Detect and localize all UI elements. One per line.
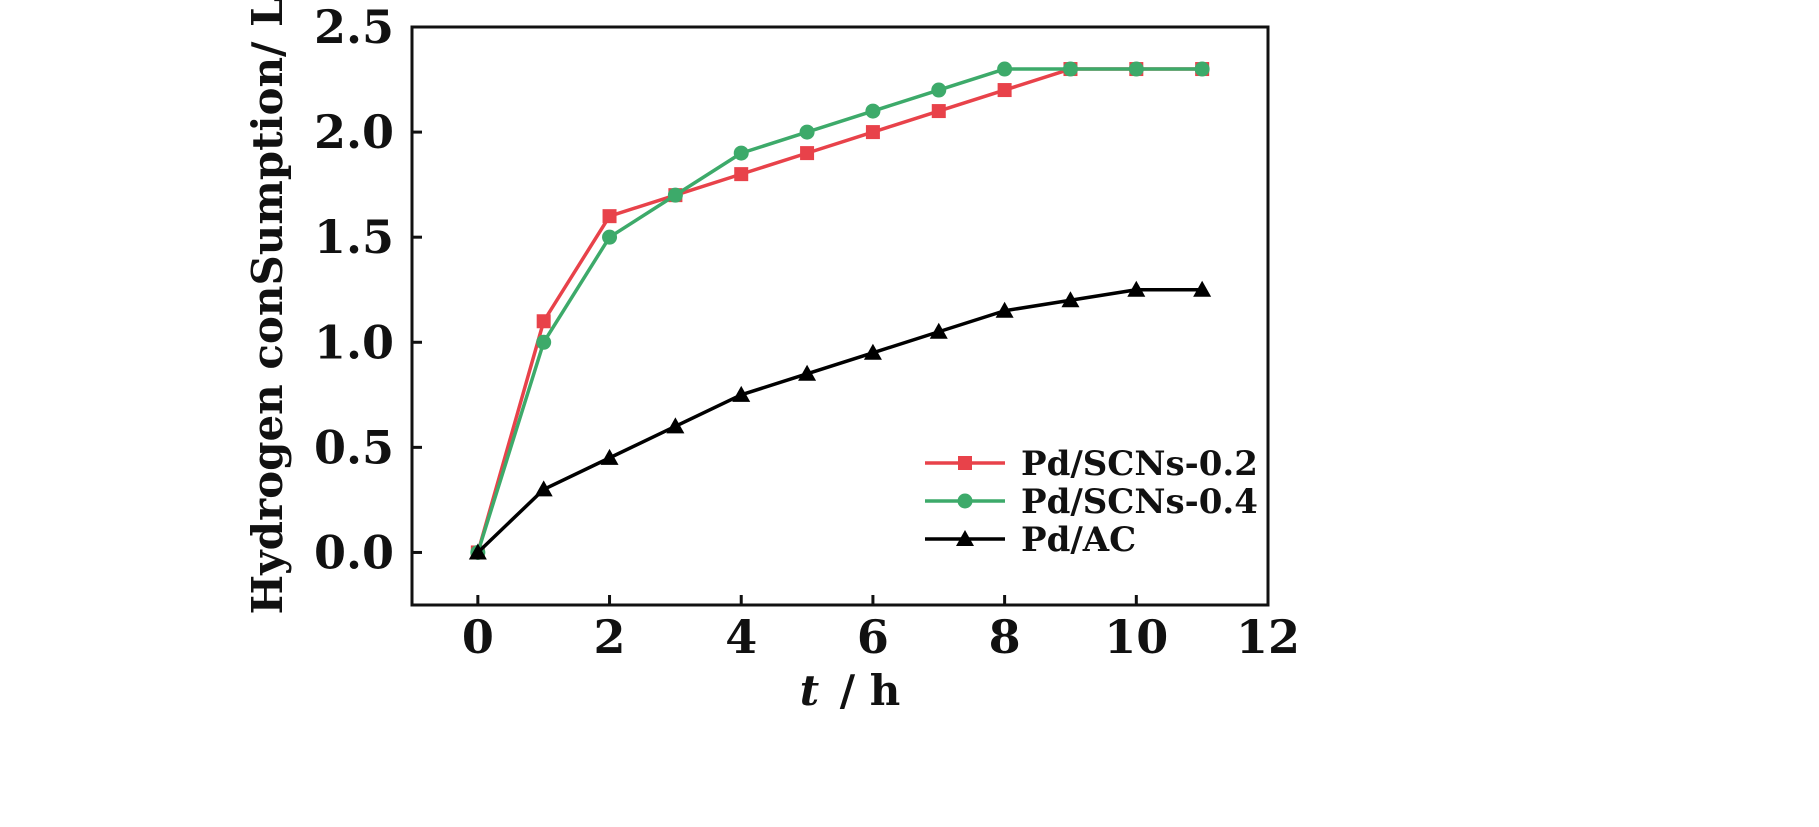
x-tick-label: 8: [989, 610, 1021, 664]
data-point: [534, 480, 553, 497]
data-point: [536, 314, 551, 329]
data-point: [732, 385, 751, 402]
y-tick-label: 0.0: [314, 525, 394, 579]
y-tick-label: 2.5: [314, 0, 394, 54]
data-point: [931, 82, 947, 98]
x-tick-label: 0: [462, 610, 494, 664]
legend: Pd/SCNs-0.2Pd/SCNs-0.4Pd/AC: [925, 444, 1258, 560]
data-point: [798, 364, 817, 381]
data-point: [800, 146, 815, 161]
x-tick-label: 4: [725, 610, 757, 664]
y-tick-label: 2.0: [314, 105, 394, 159]
y-tick-label: 1.0: [314, 315, 394, 369]
x-tick-label: 2: [594, 610, 626, 664]
data-point: [1062, 61, 1078, 77]
data-point: [468, 543, 487, 560]
series-line: [476, 67, 1203, 553]
plot-area: [410, 25, 1270, 607]
legend-marker: [958, 456, 972, 470]
data-point: [997, 83, 1012, 98]
y-axis-title: Hydrogen conSumption/ L: [243, 0, 292, 615]
axis-titles: Hydrogen conSumption/ L t / h: [243, 0, 900, 715]
data-point: [931, 104, 946, 119]
data-point: [602, 229, 618, 245]
data-point: [1127, 280, 1146, 297]
legend-label: Pd/SCNs-0.4: [1021, 482, 1258, 522]
data-point: [863, 343, 882, 360]
legend-entry: Pd/SCNs-0.2: [925, 444, 1258, 484]
plot-frame: [410, 25, 1270, 607]
axes: 0 2 4 6 8 10 12 0.0 0.5 1.0 1.5 2.0 2.5: [314, 0, 1300, 664]
data-point: [929, 322, 948, 339]
series-lines: [468, 61, 1212, 560]
x-axis-title-unit: / h: [840, 666, 901, 715]
data-point: [1193, 280, 1212, 297]
legend-marker: [956, 530, 974, 546]
x-tick-label: 10: [1104, 610, 1168, 664]
data-point: [536, 334, 552, 350]
data-point: [865, 103, 881, 119]
y-tick-label: 1.5: [314, 210, 394, 264]
data-point: [733, 145, 749, 161]
data-point: [865, 125, 880, 140]
x-axis-title: t / h: [800, 666, 901, 715]
data-point: [799, 124, 815, 140]
data-point: [1061, 291, 1080, 308]
data-point: [997, 61, 1013, 77]
data-point: [667, 187, 683, 203]
legend-entry: Pd/SCNs-0.4: [925, 482, 1258, 522]
x-tick-label: 6: [857, 610, 889, 664]
data-point: [734, 167, 749, 182]
data-point: [1194, 61, 1210, 77]
legend-label: Pd/AC: [1021, 520, 1136, 560]
data-point: [1128, 61, 1144, 77]
series-Pd/AC: [468, 280, 1212, 560]
data-point: [666, 417, 685, 434]
y-tick-label: 0.5: [314, 420, 394, 474]
series-line: [476, 287, 1203, 554]
x-axis-title-variable: t: [800, 666, 819, 715]
legend-marker: [957, 493, 973, 509]
data-point: [995, 301, 1014, 318]
x-tick-label: 12: [1236, 610, 1300, 664]
legend-label: Pd/SCNs-0.2: [1021, 444, 1258, 484]
legend-entry: Pd/AC: [925, 520, 1136, 560]
data-point: [600, 448, 619, 465]
data-point: [602, 209, 617, 224]
